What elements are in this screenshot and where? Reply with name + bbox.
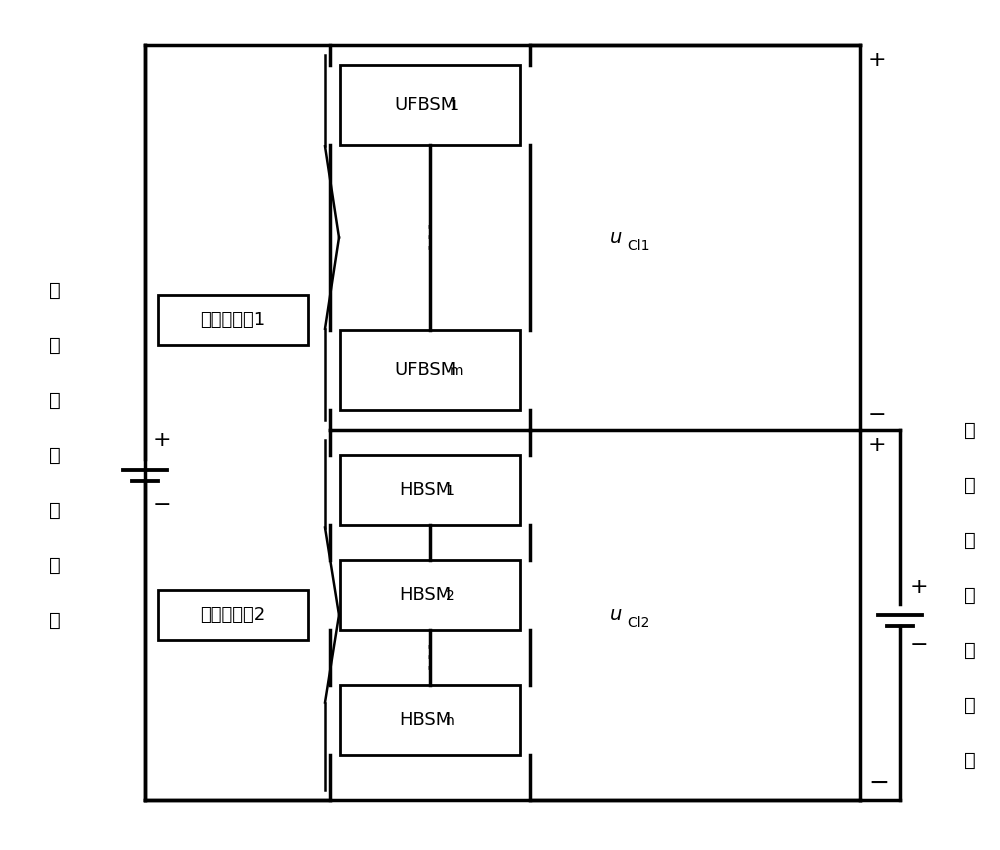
Text: 1: 1 — [450, 99, 458, 113]
Text: −: − — [868, 405, 887, 425]
Bar — [340, 685, 520, 755]
Text: −: − — [910, 635, 929, 655]
Text: HBSM: HBSM — [399, 711, 451, 729]
Text: +: + — [868, 50, 887, 70]
Text: HBSM: HBSM — [399, 481, 451, 499]
Text: u: u — [610, 228, 622, 247]
Text: u: u — [610, 605, 622, 625]
Text: 高: 高 — [49, 280, 61, 299]
Bar — [340, 330, 520, 410]
Text: n: n — [446, 714, 454, 728]
Text: ⋮: ⋮ — [415, 223, 445, 252]
Text: +: + — [153, 430, 172, 450]
Text: 侧: 侧 — [964, 530, 976, 549]
Text: 直: 直 — [964, 586, 976, 604]
Text: ⋮: ⋮ — [415, 643, 445, 672]
Text: 压: 压 — [964, 475, 976, 495]
Text: HBSM: HBSM — [399, 586, 451, 604]
Bar — [340, 560, 520, 630]
Text: +: + — [910, 577, 929, 597]
Text: 链式模块串2: 链式模块串2 — [200, 606, 266, 624]
Text: UFBSM: UFBSM — [394, 361, 456, 379]
Text: 低: 低 — [964, 421, 976, 439]
Bar — [158, 295, 308, 345]
Bar — [340, 455, 520, 525]
Text: +: + — [868, 435, 887, 455]
Text: −: − — [868, 771, 889, 795]
Text: m: m — [450, 364, 463, 378]
Text: 2: 2 — [446, 589, 454, 603]
Text: 流: 流 — [964, 641, 976, 660]
Bar — [158, 590, 308, 640]
Text: Cl2: Cl2 — [627, 616, 649, 630]
Text: 压: 压 — [49, 336, 61, 354]
Text: 电: 电 — [964, 695, 976, 715]
Text: −: − — [153, 495, 172, 515]
Text: 1: 1 — [446, 484, 454, 498]
Text: 链式模块串1: 链式模块串1 — [200, 311, 266, 329]
Text: 侧: 侧 — [49, 390, 61, 410]
Text: UFBSM: UFBSM — [394, 96, 456, 114]
Text: 直: 直 — [49, 445, 61, 464]
Bar — [340, 65, 520, 145]
Text: Cl1: Cl1 — [627, 239, 650, 252]
Text: 电: 电 — [49, 556, 61, 575]
Text: 源: 源 — [49, 610, 61, 630]
Text: 源: 源 — [964, 751, 976, 769]
Text: 流: 流 — [49, 501, 61, 519]
